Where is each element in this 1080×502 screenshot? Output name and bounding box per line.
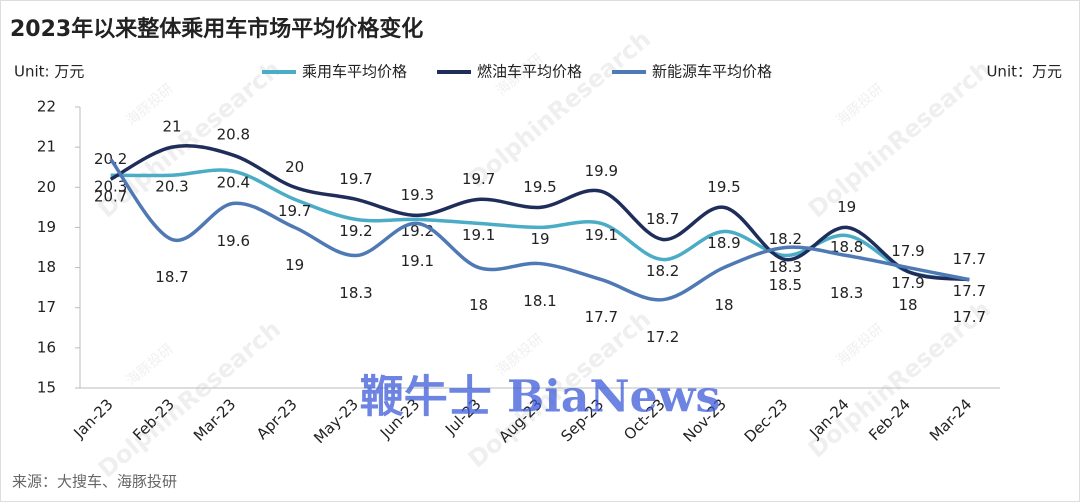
value-label: 18 [898,296,917,314]
value-label: 19.9 [585,162,618,180]
value-label: 20.4 [217,174,250,192]
value-label: 17.7 [953,308,986,326]
legend-label: 燃油车平均价格 [477,63,582,81]
value-label: 18.2 [769,230,802,248]
value-label: 18.8 [830,238,863,256]
value-label: 18.7 [155,268,188,286]
value-label: 18.2 [646,262,679,280]
value-label: 20.7 [94,188,127,206]
chart-title: 2023年以来整体乘用车市场平均价格变化 [10,16,423,42]
value-label: 19.7 [462,170,495,188]
value-label: 17.9 [891,242,924,260]
value-label: 20.8 [217,126,250,144]
value-label: 18.9 [707,234,740,252]
value-label: 17.7 [953,282,986,300]
legend-label: 新能源车平均价格 [652,63,772,81]
value-label: 18.3 [339,284,372,302]
value-label: 18 [714,296,733,314]
legend-label: 乘用车平均价格 [302,63,407,81]
value-label: 19.1 [585,226,618,244]
source: 来源：大搜车、海豚投研 [12,473,177,491]
value-label: 19.3 [401,186,434,204]
value-label: 20.3 [155,178,188,196]
unit-right: Unit：万元 [986,63,1062,81]
value-label: 17.2 [646,328,679,346]
value-label: 20.3 [94,178,127,196]
value-label: 19 [837,198,856,216]
value-label: 17.7 [953,250,986,268]
value-label: 19.6 [217,232,250,250]
y-tick-label: 22 [37,98,56,116]
value-label: 19 [530,230,549,248]
series-line [109,144,970,282]
value-label: 19.1 [401,252,434,270]
value-label: 19.7 [278,202,311,220]
y-tick-label: 21 [37,138,56,156]
y-tick-label: 20 [37,178,56,196]
y-tick-label: 15 [37,379,56,397]
value-label: 18 [469,296,488,314]
value-label: 18.7 [646,210,679,228]
value-label: 19.1 [462,226,495,244]
y-tick-label: 17 [37,298,56,316]
value-label: 21 [162,118,181,136]
unit-left: Unit: 万元 [14,63,84,81]
value-label: 19.5 [523,178,556,196]
value-label: 19.2 [339,222,372,240]
y-tick-label: 18 [37,258,56,276]
value-label: 17.9 [891,274,924,292]
value-label: 18.5 [769,276,802,294]
series-line [110,168,970,282]
value-label: 20.2 [94,150,127,168]
value-label: 18.3 [769,258,802,276]
value-label: 19.7 [339,170,372,188]
value-label: 17.7 [585,308,618,326]
value-label: 20 [285,158,304,176]
value-label: 18.1 [523,292,556,310]
y-tick-label: 19 [37,218,56,236]
y-tick-label: 16 [37,338,56,356]
watermark: 鞭牛士 BiaNews [360,372,721,423]
series-line [109,158,970,302]
value-label: 19 [285,256,304,274]
value-label: 18.3 [830,284,863,302]
value-label: 19.5 [707,178,740,196]
